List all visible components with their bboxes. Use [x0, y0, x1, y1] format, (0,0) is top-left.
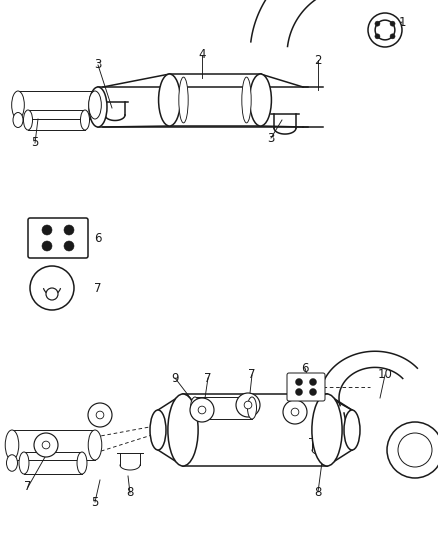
Circle shape — [375, 34, 380, 39]
Text: 5: 5 — [31, 136, 39, 149]
Ellipse shape — [24, 110, 32, 130]
Text: 7: 7 — [248, 368, 256, 382]
Ellipse shape — [344, 410, 360, 450]
Ellipse shape — [5, 430, 19, 460]
Ellipse shape — [19, 452, 29, 474]
FancyBboxPatch shape — [287, 373, 325, 401]
Circle shape — [296, 389, 303, 395]
Text: 6: 6 — [94, 231, 102, 245]
Circle shape — [96, 411, 104, 419]
Ellipse shape — [81, 110, 89, 130]
Circle shape — [42, 225, 52, 235]
Circle shape — [190, 398, 214, 422]
Text: 5: 5 — [91, 496, 99, 508]
Circle shape — [387, 422, 438, 478]
Circle shape — [398, 433, 432, 467]
Text: 9: 9 — [171, 372, 179, 384]
Circle shape — [42, 241, 52, 251]
Ellipse shape — [88, 430, 102, 460]
Text: 7: 7 — [24, 481, 32, 494]
Circle shape — [375, 20, 395, 40]
Circle shape — [291, 408, 299, 416]
Text: 7: 7 — [94, 281, 102, 295]
Ellipse shape — [168, 394, 198, 466]
Text: 8: 8 — [126, 487, 134, 499]
Ellipse shape — [247, 397, 257, 419]
Ellipse shape — [88, 91, 101, 119]
Ellipse shape — [7, 455, 18, 471]
Circle shape — [64, 241, 74, 251]
Circle shape — [296, 378, 303, 385]
Text: 4: 4 — [198, 49, 206, 61]
FancyBboxPatch shape — [28, 218, 88, 258]
Ellipse shape — [191, 397, 200, 419]
Circle shape — [390, 34, 395, 39]
Text: 1: 1 — [398, 15, 406, 28]
Ellipse shape — [312, 394, 342, 466]
Ellipse shape — [12, 91, 25, 119]
Circle shape — [310, 378, 317, 385]
Text: 7: 7 — [204, 372, 212, 384]
Circle shape — [198, 406, 206, 414]
Ellipse shape — [242, 77, 251, 123]
Circle shape — [283, 400, 307, 424]
Text: 8: 8 — [314, 486, 321, 498]
Ellipse shape — [13, 112, 23, 127]
Circle shape — [368, 13, 402, 47]
Circle shape — [244, 401, 252, 409]
Ellipse shape — [179, 77, 188, 123]
Circle shape — [375, 21, 380, 26]
Ellipse shape — [159, 74, 180, 126]
Ellipse shape — [89, 87, 107, 127]
Circle shape — [88, 403, 112, 427]
Ellipse shape — [77, 452, 87, 474]
Circle shape — [42, 441, 50, 449]
Text: 10: 10 — [378, 368, 392, 382]
Text: 2: 2 — [314, 53, 322, 67]
Circle shape — [64, 225, 74, 235]
Circle shape — [390, 21, 395, 26]
Circle shape — [236, 393, 260, 417]
Circle shape — [310, 389, 317, 395]
Ellipse shape — [150, 410, 166, 450]
Ellipse shape — [250, 74, 272, 126]
Text: 6: 6 — [301, 361, 309, 375]
Circle shape — [30, 266, 74, 310]
Text: 3: 3 — [267, 132, 275, 144]
Circle shape — [46, 288, 58, 300]
Circle shape — [34, 433, 58, 457]
Text: 3: 3 — [94, 59, 102, 71]
